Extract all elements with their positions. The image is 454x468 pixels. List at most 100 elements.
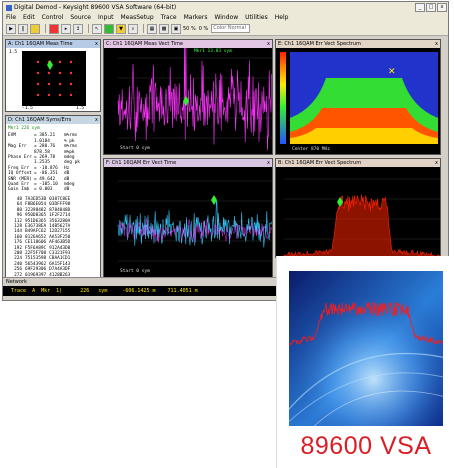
metric-row: 878.58 m%pk bbox=[34, 149, 75, 155]
red-spectrum-plot bbox=[283, 178, 440, 257]
menu-utilities[interactable]: Utilities bbox=[245, 14, 268, 21]
close-icon[interactable]: x bbox=[95, 41, 98, 47]
step-icon[interactable]: ▸ bbox=[61, 23, 71, 34]
close-icon[interactable]: x bbox=[435, 41, 438, 47]
pause-icon[interactable]: ‖ bbox=[18, 23, 28, 34]
metric-row: SNR (MER) = 49.642 dB bbox=[8, 176, 70, 182]
panel-c-header: C: Ch1 16QAM Meas Vect Time x bbox=[104, 40, 272, 48]
cursor-icon[interactable]: ↖ bbox=[92, 23, 102, 34]
maximize-button[interactable]: □ bbox=[426, 3, 436, 12]
menu-markers[interactable]: Markers bbox=[183, 14, 208, 21]
symbol-row: 128 E36738EA 14B5627A bbox=[14, 223, 71, 229]
qam-point bbox=[47, 93, 51, 97]
metric-row: 1.2535 deg pk bbox=[34, 160, 80, 166]
panel-f-header: F: Ch1 16QAM Err Vect Time x bbox=[104, 159, 272, 167]
metric-row: 1.0184% pk bbox=[34, 138, 75, 144]
product-title: 89600 VSA bbox=[300, 432, 432, 460]
peak-icon[interactable]: ▼ bbox=[116, 23, 126, 34]
menu-edit[interactable]: Edit bbox=[23, 14, 35, 21]
magenta-trace-plot bbox=[117, 48, 272, 151]
close-icon[interactable]: x bbox=[267, 41, 270, 47]
symbol-row: 160 8126A652 AA53F250 bbox=[14, 234, 71, 240]
qam-point bbox=[58, 71, 62, 75]
qam-point bbox=[69, 82, 73, 86]
minimize-button[interactable]: _ bbox=[415, 3, 425, 12]
range-label-top: 1.5 bbox=[9, 50, 18, 55]
qam-point bbox=[36, 60, 40, 64]
menu-input[interactable]: Input bbox=[97, 14, 114, 21]
constellation-plot bbox=[22, 51, 86, 106]
hero-spectrum-image bbox=[289, 271, 443, 426]
qam-point bbox=[47, 82, 51, 86]
network-label: Network bbox=[6, 279, 27, 285]
grid-icon[interactable]: ▩ bbox=[159, 23, 169, 34]
autoscale-icon[interactable]: ↕ bbox=[73, 23, 83, 34]
menu-control[interactable]: Control bbox=[41, 14, 64, 21]
hero-red-trace bbox=[289, 301, 443, 346]
metrics-list: EVM = 385.21 m%rms 1.0184% pk Mag Err = 280.7… bbox=[8, 133, 98, 192]
symbol-row: 208 22F5F708 C3321F93 bbox=[14, 250, 71, 256]
window-titlebar: Digital Demod - Keysight 89600 VSA Softw… bbox=[3, 2, 448, 13]
qam-point bbox=[47, 71, 51, 75]
hero-graphic bbox=[289, 271, 443, 426]
record-icon[interactable] bbox=[49, 23, 59, 34]
close-button[interactable]: x bbox=[437, 3, 447, 12]
symbol-row: 256 69F29306 D7A4A3DF bbox=[14, 267, 71, 273]
menu-meassetup[interactable]: MeasSetup bbox=[120, 14, 154, 21]
spectrogram-plot: ✕ bbox=[280, 52, 438, 144]
cyan-trace bbox=[117, 200, 272, 248]
close-icon[interactable]: x bbox=[95, 117, 98, 123]
panel-e-header: E: Ch1 16QAM Err Vect Spectrum x bbox=[276, 40, 440, 48]
qam-point bbox=[69, 60, 73, 64]
syms-marker-readout: Mkr1 226 sym bbox=[8, 126, 40, 131]
symbol-row: 80 32398482 8784848D bbox=[16, 207, 71, 213]
panel-c-meas-vect-time[interactable]: C: Ch1 16QAM Meas Vect Time x Mkr1 13.83 … bbox=[103, 39, 273, 155]
close-icon[interactable]: x bbox=[435, 160, 438, 166]
range-right-label: 1.5 bbox=[76, 106, 85, 111]
menu-source[interactable]: Source bbox=[70, 14, 91, 21]
zoom-icon[interactable]: ⌕ bbox=[128, 23, 138, 34]
panel-e-spectrogram[interactable]: E: Ch1 16QAM Err Vect Spectrum x ✕ bbox=[275, 39, 441, 155]
vsa-window: Digital Demod - Keysight 89600 VSA Softw… bbox=[2, 1, 449, 301]
panel-a-constellation[interactable]: A: Ch1 16QAM Meas Time x 1.5 -1.5 1.5 bbox=[5, 39, 101, 112]
trace-readout-row: Trace A Mkr 1) 226 sym -606.1425 m 711.4… bbox=[3, 286, 448, 296]
panel-e-footer: Center 870 MHz bbox=[292, 147, 330, 152]
qam-point bbox=[58, 60, 62, 64]
restart-icon[interactable] bbox=[30, 23, 40, 34]
marker-diamond-icon bbox=[183, 96, 189, 106]
marker-x-icon: ✕ bbox=[388, 67, 396, 77]
panel-f-err-vect-time[interactable]: F: Ch1 16QAM Err Vect Time x Start 0 sym bbox=[103, 158, 273, 278]
qam-point bbox=[58, 82, 62, 86]
menu-window[interactable]: Window bbox=[214, 14, 239, 21]
color-mode-select[interactable]: Color Normal bbox=[211, 24, 251, 33]
layout-icon[interactable]: ▦ bbox=[147, 23, 157, 34]
syms-table: Mkr1 226 sym EVM = 385.21 m%rms 1.0184% pk M… bbox=[6, 124, 100, 278]
qam-point bbox=[36, 71, 40, 75]
zoom-a-value[interactable]: 50 % bbox=[183, 25, 196, 32]
symbol-row: 144 B49AFC62 12D27155 bbox=[14, 229, 71, 235]
symbol-row: 192 F5F6A89C 912A43D0 bbox=[14, 245, 71, 251]
panel-d-syms-errs[interactable]: D: Ch1 16QAM Syms/Errs x Mkr1 226 sym EVM… bbox=[5, 115, 101, 279]
symbol-row: 48 7A3ED53B 0387C8EE bbox=[16, 196, 71, 202]
menu-help[interactable]: Help bbox=[274, 14, 289, 21]
menu-file[interactable]: File bbox=[6, 14, 17, 21]
metric-row: EVM = 385.21 m%rms bbox=[8, 133, 78, 139]
run-icon[interactable]: ▶ bbox=[6, 23, 16, 34]
marker-icon[interactable] bbox=[104, 23, 114, 34]
close-icon[interactable]: x bbox=[267, 160, 270, 166]
marker-diamond-icon bbox=[337, 197, 343, 207]
metric-row: Mag Err = 280.76 m%rms bbox=[8, 144, 78, 150]
metric-row: IQ Offset = -86.351 dB bbox=[8, 171, 70, 177]
metric-row: Quad Err = -105.10 mdeg bbox=[8, 182, 75, 188]
toolbar: ▶ ‖ ▸ ↕ ↖ ▼ ⌕ ▦ ▩ ▣ 50 % 0 % Color Norma… bbox=[3, 22, 448, 36]
metric-row: Freq Err = -10.876 Hz bbox=[8, 165, 70, 171]
menu-trace[interactable]: Trace bbox=[160, 14, 177, 21]
errvect-trace-plot bbox=[117, 180, 272, 262]
tile-icon[interactable]: ▣ bbox=[171, 23, 181, 34]
panel-f-footer: Start 0 sym bbox=[120, 269, 150, 274]
panel-b-err-spectrum[interactable]: B: Ch1 16QAM Err Vect Spectrum x bbox=[275, 158, 441, 258]
panel-c-footer: Start 0 sym bbox=[120, 146, 150, 151]
zoom-b-value[interactable]: 0 % bbox=[198, 25, 209, 32]
range-left-label: -1.5 bbox=[22, 106, 33, 111]
symbol-rows: 48 7A3ED53B 0387C8EE 64 F8B6E054 03DFFF98 80 32… bbox=[8, 197, 98, 278]
